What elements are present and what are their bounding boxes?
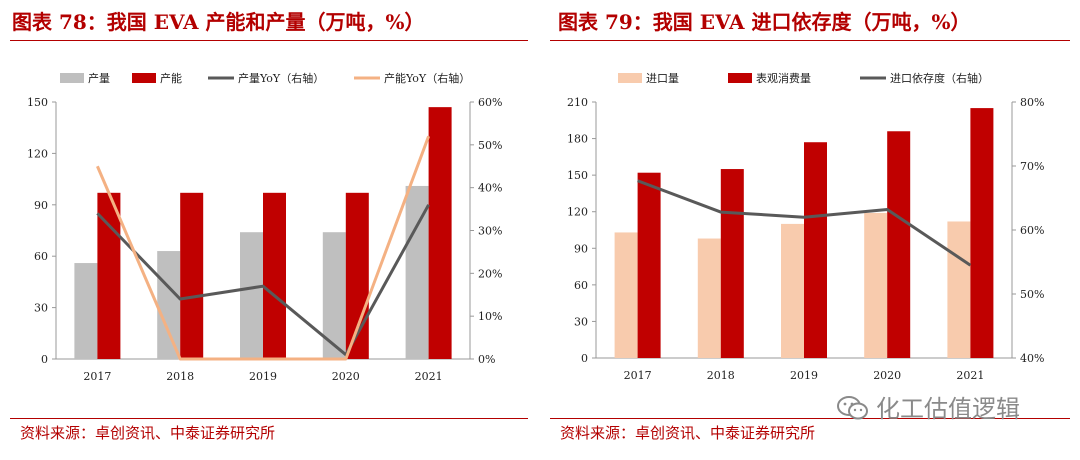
y2-tick-label: 50%: [478, 139, 502, 152]
chart-capacity-output: 0 30 60 90 120 150 0% 10% 20% 30% 40% 50% 60% 2017 201…: [27, 71, 502, 383]
bar-进口量-2017: [614, 232, 638, 358]
y2-tick-label: 60%: [478, 96, 502, 109]
chart-panel-capacity-output: 图表 78：我国 EVA 产能和产量（万吨，%） 0 30 60 90 120 150 0%…: [10, 10, 528, 442]
chart-title: 图表 79：我国 EVA 进口依存度（万吨，%）: [558, 10, 971, 34]
x-tick-label: 2019: [249, 370, 277, 383]
title-divider: [550, 40, 1070, 41]
bar-进口量-2018: [697, 238, 721, 358]
x-tick-label: 2020: [873, 369, 901, 382]
y2-tick-label: 40%: [478, 182, 502, 195]
bar-产能-2020: [345, 192, 369, 359]
legend-swatch-0: [618, 73, 642, 83]
bar-产量-2020: [322, 232, 346, 359]
bar-进口量-2021: [947, 221, 971, 358]
y-tick-label: 120: [567, 206, 588, 219]
chart-import-dependency: 0 30 60 90 120 150 180 210 40% 50% 60% 70% 80% 2017 20…: [567, 71, 1044, 382]
x-tick-label: 2018: [707, 369, 735, 382]
y2-tick-label: 80%: [1020, 96, 1044, 109]
x-tick-label: 2017: [624, 369, 652, 382]
y-tick-label: 30: [34, 302, 48, 315]
source-divider: [550, 418, 1070, 419]
chart-panel-import-dependency: 图表 79：我国 EVA 进口依存度（万吨，%） 0 30 60 90 120 150 18…: [540, 0, 1080, 460]
y-tick-label: 0: [581, 352, 588, 365]
source-note: 资料来源：卓创资讯、中泰证券研究所: [20, 424, 276, 442]
bar-产能-2019: [263, 192, 286, 359]
y2-tick-label: 10%: [478, 310, 502, 323]
x-tick-label: 2021: [415, 370, 443, 383]
legend-label-3: 产能YoY（右轴）: [384, 71, 470, 85]
bar-产量-2021: [405, 185, 429, 359]
bar-表观消费量-2018: [720, 169, 744, 358]
legend-label-0: 产量: [88, 71, 110, 85]
x-tick-label: 2017: [83, 370, 111, 383]
y-tick-label: 90: [574, 242, 588, 255]
bar-产量-2017: [74, 263, 98, 359]
source-note: 资料来源：卓创资讯、中泰证券研究所: [560, 424, 816, 442]
bar-产能-2021: [428, 107, 452, 359]
chart-title: 图表 78：我国 EVA 产能和产量（万吨，%）: [12, 10, 425, 34]
y2-tick-label: 60%: [1020, 224, 1044, 237]
legend-label-2: 进口依存度（右轴）: [890, 71, 989, 85]
x-tick-label: 2021: [956, 369, 984, 382]
bar-表观消费量-2020: [887, 131, 911, 358]
y-tick-label: 210: [567, 96, 588, 109]
bar-进口量-2019: [781, 223, 804, 358]
y2-tick-label: 50%: [1020, 288, 1044, 301]
watermark: 化工估值逻辑: [836, 394, 1020, 424]
legend-swatch-1: [728, 73, 752, 83]
y-tick-label: 0: [41, 353, 48, 366]
y2-tick-label: 20%: [478, 267, 502, 280]
bar-进口量-2020: [864, 212, 888, 358]
y2-tick-label: 30%: [478, 225, 502, 238]
y2-tick-label: 70%: [1020, 160, 1044, 173]
legend-label-1: 表观消费量: [756, 71, 811, 85]
y-tick-label: 30: [574, 315, 588, 328]
bar-产量-2018: [157, 251, 181, 359]
y-tick-label: 150: [567, 169, 588, 182]
bar-表观消费量-2019: [804, 142, 827, 358]
legend-swatch-0: [60, 73, 84, 83]
wechat-icon: [836, 395, 870, 421]
x-tick-label: 2019: [790, 369, 818, 382]
y-tick-label: 90: [34, 199, 48, 212]
source-divider: [10, 418, 528, 419]
x-tick-label: 2020: [332, 370, 360, 383]
bar-产能-2018: [180, 192, 204, 359]
legend-swatch-1: [132, 73, 156, 83]
y2-tick-label: 0%: [478, 353, 495, 366]
y2-tick-label: 40%: [1020, 352, 1044, 365]
x-tick-label: 2018: [166, 370, 194, 383]
y-tick-label: 60: [34, 250, 48, 263]
legend-label-1: 产能: [160, 71, 182, 85]
bar-产能-2017: [97, 192, 121, 359]
title-divider: [10, 40, 528, 41]
y-tick-label: 150: [27, 96, 48, 109]
y-tick-label: 180: [567, 133, 588, 146]
bar-表观消费量-2021: [970, 108, 994, 358]
y-tick-label: 120: [27, 147, 48, 160]
legend-label-0: 进口量: [646, 72, 679, 85]
bar-表观消费量-2017: [637, 172, 661, 358]
bar-产量-2019: [240, 232, 263, 359]
y-tick-label: 60: [574, 279, 588, 292]
legend-label-2: 产量YoY（右轴）: [238, 71, 324, 85]
watermark-text: 化工估值逻辑: [876, 395, 1020, 423]
